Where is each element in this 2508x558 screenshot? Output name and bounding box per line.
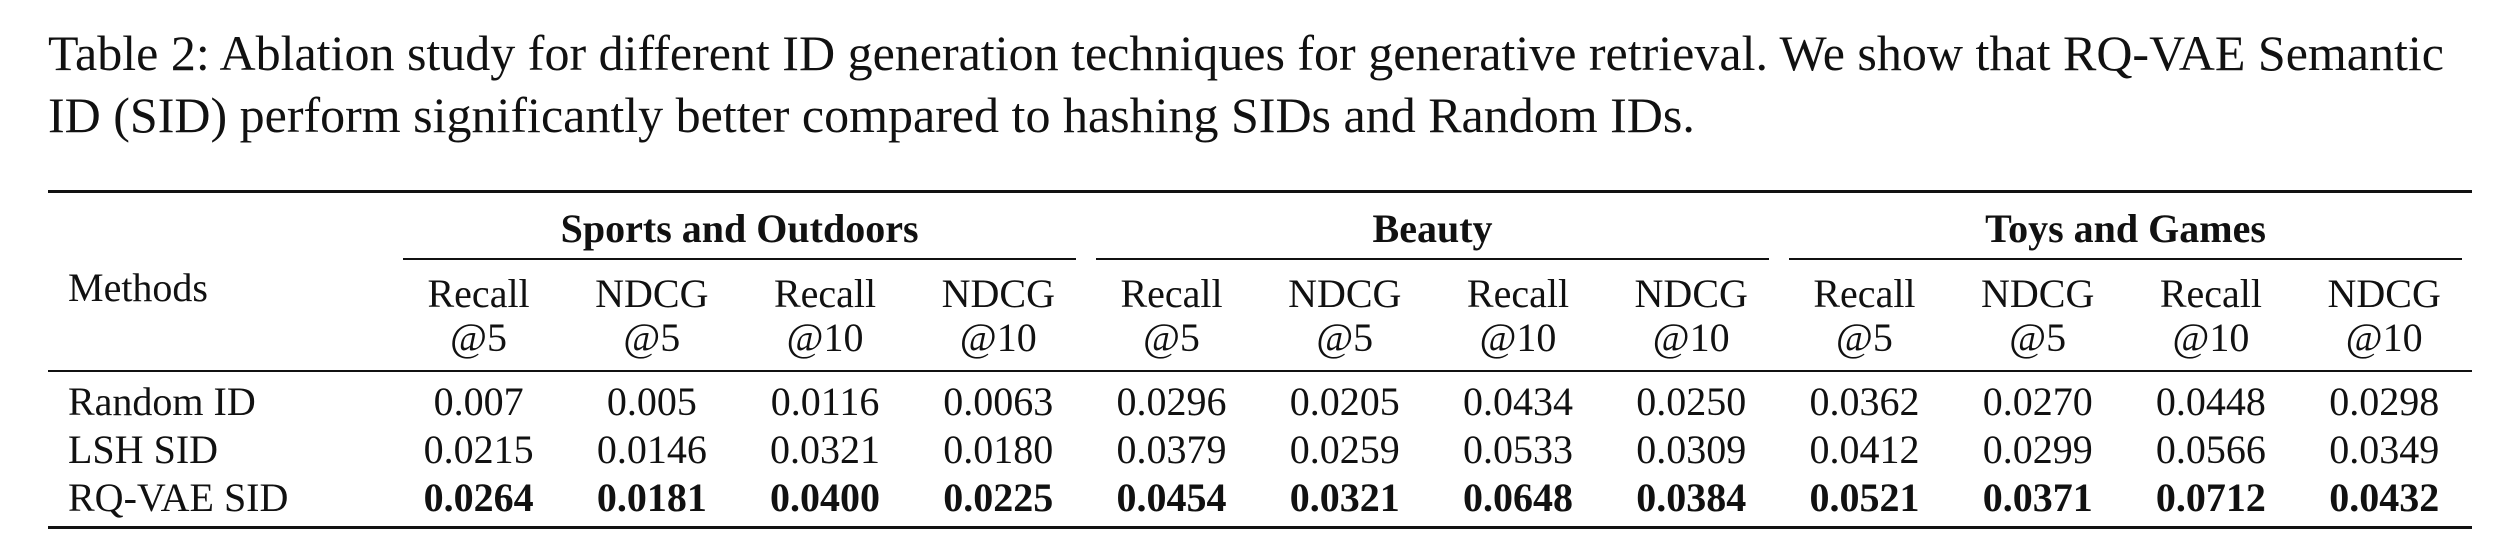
column-header-line: @10 bbox=[1479, 315, 1557, 360]
column-header: NDCG @5 bbox=[564, 266, 740, 371]
value-cell: 0.0384 bbox=[1603, 474, 1780, 529]
table-head: Methods Sports and Outdoors Beauty Toys an… bbox=[48, 190, 2472, 371]
column-header: NDCG @5 bbox=[1950, 266, 2126, 371]
column-header-line: @5 bbox=[1143, 315, 1200, 360]
caption-text: Ablation study for different ID generati… bbox=[48, 25, 2444, 143]
metric-row: Recall @5 NDCG @5 Recall @10 NDCG @10 Recall @5 ND… bbox=[48, 266, 2472, 371]
column-header: Recall @10 bbox=[740, 266, 911, 371]
value-cell: 0.0063 bbox=[910, 370, 1087, 426]
column-header: Recall @10 bbox=[2125, 266, 2296, 371]
column-header-line: NDCG bbox=[1634, 271, 1748, 316]
caption: Table 2: Ablation study for different ID… bbox=[48, 22, 2488, 146]
column-header-line: Recall bbox=[1466, 271, 1570, 316]
value-cell: 0.0225 bbox=[910, 474, 1087, 529]
column-header-line: @5 bbox=[450, 315, 507, 360]
value-cell: 0.0270 bbox=[1949, 370, 2126, 426]
column-header-line: @5 bbox=[1316, 315, 1374, 360]
value-cell: 0.005 bbox=[564, 370, 740, 426]
column-header-line: Recall bbox=[2159, 271, 2263, 316]
group-header: Beauty bbox=[1086, 190, 1780, 266]
column-header-line: Recall bbox=[1120, 271, 1223, 316]
value-cell: 0.0259 bbox=[1289, 427, 1400, 472]
method-cell: LSH SID bbox=[68, 427, 219, 472]
value-cell: 0.0116 bbox=[739, 370, 911, 426]
value-cell: 0.0362 bbox=[1779, 370, 1950, 426]
value-cell: 0.0296 bbox=[1086, 370, 1257, 426]
value-cell: 0.0299 bbox=[1982, 427, 2093, 472]
value-cell: 0.0379 bbox=[1116, 427, 1227, 472]
column-header: NDCG @10 bbox=[1603, 266, 1779, 371]
value-cell: 0.0454 bbox=[1086, 474, 1257, 529]
column-header: Recall @5 bbox=[1086, 266, 1257, 371]
column-header-line: NDCG bbox=[1981, 271, 2095, 316]
table-row: Random ID 0.007 0.005 0.0116 0.0063 0.0296 0.0… bbox=[48, 370, 2472, 426]
column-header-line: @10 bbox=[959, 315, 1037, 360]
value-cell: 0.0521 bbox=[1779, 474, 1950, 529]
group-label: Toys and Games bbox=[1789, 205, 2462, 260]
table-row: LSH SID 0.0215 0.0146 0.0321 0.0180 0.0379 0.0… bbox=[48, 426, 2472, 474]
table-body: Random ID 0.007 0.005 0.0116 0.0063 0.0296 0.0… bbox=[48, 370, 2472, 529]
caption-label: Table 2: bbox=[48, 25, 210, 81]
value-cell: 0.0434 bbox=[1432, 370, 1604, 426]
column-header-line: NDCG bbox=[1288, 271, 1402, 316]
group-label: Beauty bbox=[1096, 205, 1770, 260]
column-header-line: NDCG bbox=[2327, 271, 2441, 316]
column-header: NDCG @10 bbox=[911, 266, 1087, 371]
row-header: Methods bbox=[48, 190, 394, 371]
group-header: Toys and Games bbox=[1779, 190, 2472, 266]
value-cell: 0.0432 bbox=[2296, 474, 2472, 529]
column-header-line: @10 bbox=[786, 315, 864, 360]
value-cell: 0.0566 bbox=[2155, 427, 2266, 472]
value-cell: 0.0180 bbox=[943, 427, 1054, 472]
value-cell: 0.007 bbox=[393, 370, 565, 426]
value-cell: 0.0215 bbox=[423, 427, 534, 472]
column-header: Recall @5 bbox=[393, 266, 564, 371]
group-header: Sports and Outdoors bbox=[393, 190, 1087, 266]
column-header-line: @10 bbox=[2345, 315, 2423, 360]
value-cell: 0.0712 bbox=[2125, 474, 2297, 529]
column-header: NDCG @10 bbox=[2296, 266, 2472, 371]
column-header: Recall @5 bbox=[1779, 266, 1950, 371]
value-cell: 0.0533 bbox=[1462, 427, 1573, 472]
value-cell: 0.0448 bbox=[2125, 370, 2297, 426]
group-label: Sports and Outdoors bbox=[403, 205, 1077, 260]
method-cell: RQ-VAE SID bbox=[48, 474, 394, 529]
column-header-line: Recall bbox=[427, 271, 530, 316]
column-header-line: NDCG bbox=[941, 271, 1055, 316]
table: Methods Sports and Outdoors Beauty Toys an… bbox=[48, 190, 2472, 529]
value-cell: 0.0205 bbox=[1256, 370, 1433, 426]
column-header-line: @5 bbox=[1836, 315, 1893, 360]
value-cell: 0.0309 bbox=[1636, 427, 1747, 472]
table-row: RQ-VAE SID 0.0264 0.0181 0.0400 0.0225 0.0454… bbox=[48, 474, 2472, 529]
column-header-line: @5 bbox=[623, 315, 681, 360]
value-cell: 0.0400 bbox=[739, 474, 911, 529]
value-cell: 0.0181 bbox=[564, 474, 740, 529]
value-cell: 0.0321 bbox=[1256, 474, 1433, 529]
value-cell: 0.0371 bbox=[1949, 474, 2126, 529]
method-cell: Random ID bbox=[48, 370, 394, 426]
value-cell: 0.0146 bbox=[596, 427, 707, 472]
group-row: Methods Sports and Outdoors Beauty Toys an… bbox=[48, 190, 2472, 371]
column-header-line: @5 bbox=[2009, 315, 2067, 360]
column-header: NDCG @5 bbox=[1257, 266, 1433, 371]
column-header-line: @10 bbox=[1652, 315, 1730, 360]
column-header-line: NDCG bbox=[595, 271, 709, 316]
value-cell: 0.0250 bbox=[1603, 370, 1780, 426]
column-header-line: Recall bbox=[1813, 271, 1916, 316]
value-cell: 0.0321 bbox=[770, 427, 881, 472]
column-header: Recall @10 bbox=[1433, 266, 1604, 371]
value-cell: 0.0648 bbox=[1432, 474, 1604, 529]
value-cell: 0.0412 bbox=[1809, 427, 1920, 472]
value-cell: 0.0298 bbox=[2296, 370, 2472, 426]
value-cell: 0.0264 bbox=[393, 474, 565, 529]
column-header-line: @10 bbox=[2172, 315, 2250, 360]
column-header-line: Recall bbox=[773, 271, 877, 316]
value-cell: 0.0349 bbox=[2329, 427, 2440, 472]
